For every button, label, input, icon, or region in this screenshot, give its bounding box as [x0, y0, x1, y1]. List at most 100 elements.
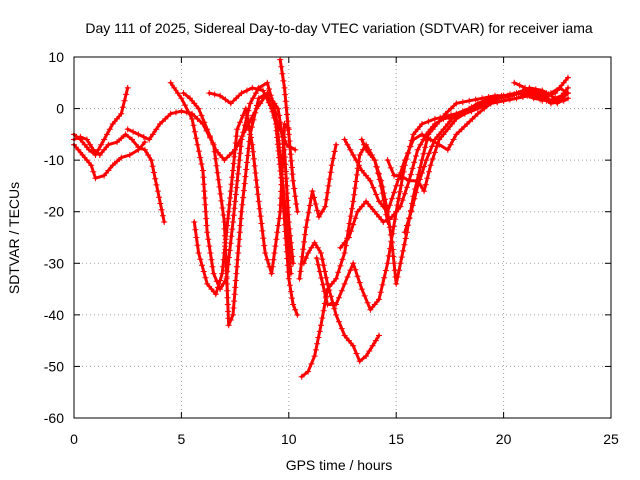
- data-point: [251, 162, 258, 169]
- data-point: [429, 155, 436, 162]
- data-point: [242, 173, 249, 180]
- data-point: [397, 203, 404, 210]
- data-point: [229, 226, 236, 233]
- data-point: [75, 146, 82, 153]
- data-point: [223, 275, 230, 282]
- data-point: [256, 205, 263, 212]
- data-point: [399, 197, 406, 204]
- data-point: [161, 219, 168, 225]
- data-point: [352, 266, 359, 273]
- data-point: [253, 177, 260, 184]
- y-tick-label: -30: [44, 255, 64, 271]
- data-point: [228, 233, 235, 240]
- data-point: [413, 189, 420, 196]
- data-point: [321, 288, 328, 295]
- data-point: [328, 162, 335, 169]
- data-point: [198, 112, 205, 119]
- data-point: [373, 191, 380, 198]
- data-point: [195, 250, 202, 256]
- data-point: [200, 174, 207, 181]
- data-point: [130, 128, 137, 135]
- data-point: [254, 184, 261, 191]
- data-point: [250, 155, 257, 162]
- data-point: [401, 241, 408, 248]
- data-point: [356, 162, 362, 169]
- data-point: [434, 121, 440, 127]
- data-point: [292, 306, 299, 313]
- data-point: [243, 166, 250, 173]
- data-point: [237, 222, 244, 229]
- data-point: [159, 212, 166, 219]
- data-point: [292, 193, 299, 200]
- data-point: [230, 305, 237, 311]
- x-tick-label: 10: [281, 431, 297, 447]
- data-point: [287, 144, 293, 151]
- data-point: [350, 260, 357, 267]
- data-point: [285, 131, 292, 138]
- data-point: [316, 328, 323, 335]
- data-point: [396, 267, 403, 274]
- data-point: [361, 141, 367, 148]
- data-point: [174, 90, 181, 97]
- data-point: [231, 153, 238, 160]
- data-point: [367, 306, 374, 313]
- data-point: [114, 158, 120, 165]
- data-point: [269, 263, 276, 270]
- data-point: [207, 250, 214, 256]
- data-point: [271, 100, 278, 107]
- data-point: [201, 195, 208, 201]
- data-point: [353, 171, 360, 178]
- data-point: [190, 122, 197, 129]
- data-point: [222, 96, 229, 103]
- plot-series: [71, 56, 571, 380]
- data-point: [250, 112, 256, 119]
- data-point: [229, 174, 236, 181]
- data-point: [351, 191, 358, 198]
- data-point: [356, 279, 363, 286]
- data-point: [208, 286, 215, 293]
- data-point: [225, 308, 232, 315]
- data-point: [243, 87, 250, 94]
- data-point: [431, 136, 438, 143]
- data-point: [211, 91, 218, 98]
- data-point: [257, 100, 264, 107]
- data-point: [427, 162, 434, 169]
- data-point: [379, 281, 386, 288]
- data-point: [381, 274, 388, 281]
- data-point: [234, 177, 241, 184]
- x-tick-label: 15: [388, 431, 404, 447]
- data-point: [513, 95, 520, 102]
- data-point: [335, 294, 342, 301]
- data-point: [470, 105, 477, 112]
- data-point: [419, 170, 425, 176]
- data-point: [279, 70, 286, 77]
- data-point: [353, 178, 359, 185]
- data-point: [423, 137, 430, 144]
- data-point: [356, 358, 363, 365]
- data-point: [290, 301, 297, 308]
- data-point: [287, 239, 294, 246]
- data-point: [230, 212, 237, 219]
- data-point: [109, 121, 116, 127]
- data-point: [395, 176, 402, 183]
- data-point: [354, 208, 361, 215]
- data-point: [129, 136, 135, 143]
- data-point: [277, 195, 284, 202]
- data-point: [207, 133, 213, 140]
- data-point: [438, 115, 445, 122]
- data-point: [242, 105, 249, 112]
- data-point: [423, 157, 430, 164]
- data-point: [273, 236, 280, 243]
- data-point: [290, 177, 297, 184]
- data-point: [384, 208, 391, 215]
- data-point: [261, 242, 268, 249]
- data-point: [346, 220, 353, 227]
- data-point: [399, 163, 406, 170]
- data-point: [387, 231, 394, 238]
- data-point: [135, 146, 142, 153]
- data-point: [410, 131, 417, 138]
- data-point: [395, 195, 402, 202]
- data-point: [276, 144, 283, 151]
- data-point: [234, 126, 241, 133]
- data-point: [195, 105, 202, 112]
